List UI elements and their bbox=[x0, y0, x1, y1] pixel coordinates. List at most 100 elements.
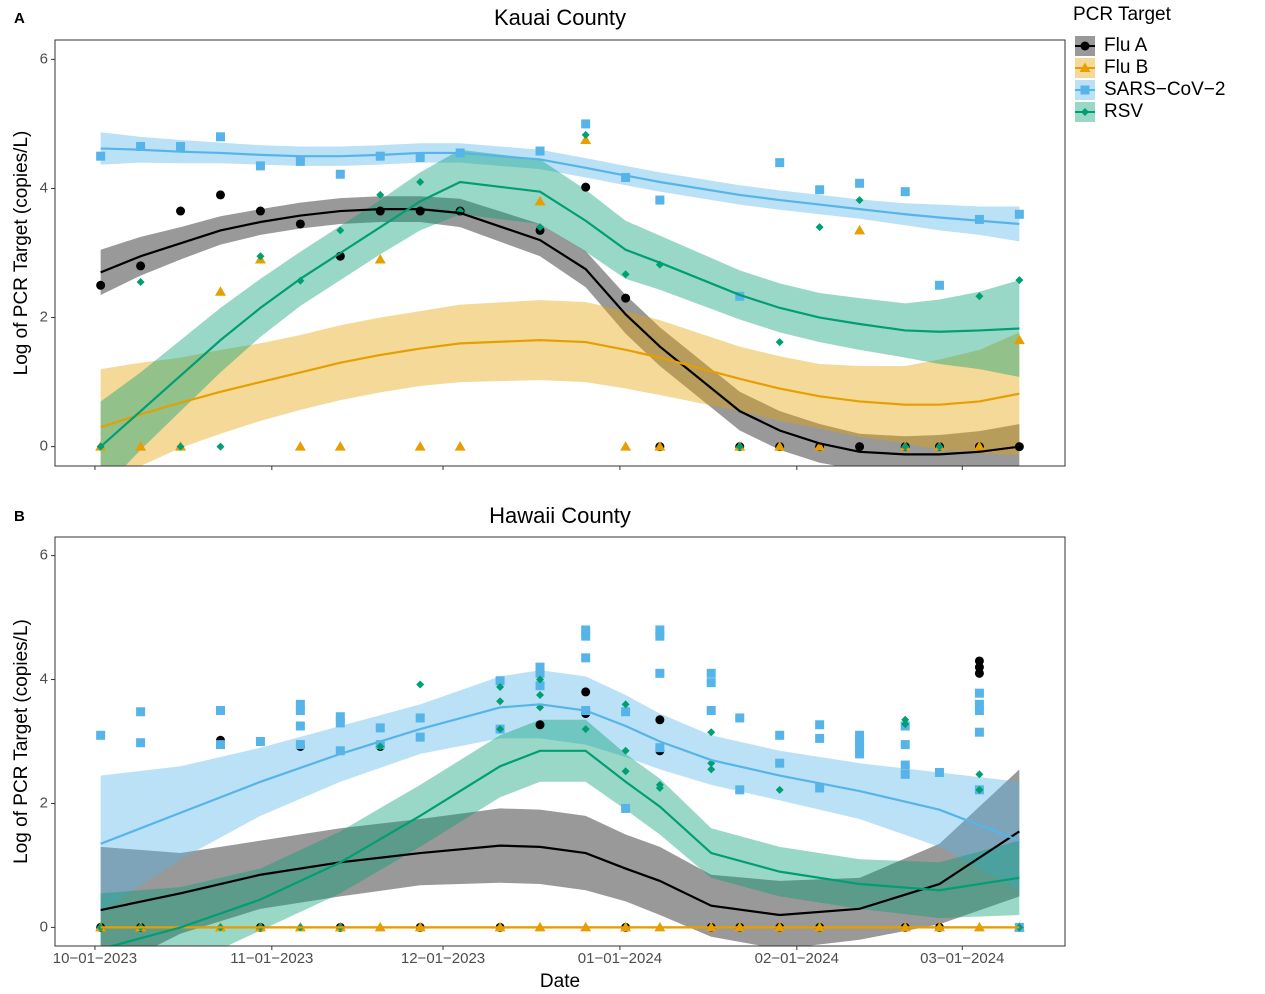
point bbox=[214, 286, 226, 296]
confidence-band bbox=[100, 670, 1020, 912]
point bbox=[416, 680, 425, 689]
point bbox=[854, 224, 866, 235]
point bbox=[581, 631, 591, 641]
point bbox=[974, 699, 984, 709]
point bbox=[295, 219, 305, 229]
legend-key-point bbox=[1080, 41, 1090, 51]
y-tick-label: 0 bbox=[40, 438, 48, 455]
point bbox=[900, 760, 910, 770]
point bbox=[295, 740, 305, 750]
point bbox=[335, 712, 345, 722]
point bbox=[136, 278, 145, 287]
point bbox=[136, 261, 146, 271]
point bbox=[621, 172, 631, 182]
point bbox=[855, 743, 865, 753]
point bbox=[706, 668, 716, 678]
point bbox=[255, 206, 265, 216]
point bbox=[775, 730, 785, 740]
point bbox=[774, 441, 786, 451]
point bbox=[415, 152, 425, 162]
point bbox=[581, 130, 590, 139]
point bbox=[255, 161, 265, 171]
point bbox=[535, 681, 545, 691]
point bbox=[96, 730, 106, 740]
y-tick-label: 2 bbox=[40, 309, 48, 326]
y-tick-label: 4 bbox=[40, 179, 48, 196]
x-tick-label: 02−01−2024 bbox=[755, 950, 839, 967]
point bbox=[135, 441, 147, 451]
point bbox=[294, 441, 306, 451]
point bbox=[256, 252, 265, 261]
y-tick-label: 0 bbox=[40, 918, 48, 935]
point bbox=[335, 169, 345, 179]
plot-frame bbox=[54, 39, 1066, 467]
legend-key-point bbox=[1081, 108, 1089, 116]
point bbox=[974, 214, 984, 224]
plot-frame bbox=[54, 536, 1066, 947]
point bbox=[655, 625, 665, 635]
point bbox=[655, 668, 665, 678]
point bbox=[535, 668, 545, 678]
point bbox=[706, 678, 716, 688]
point bbox=[974, 688, 984, 698]
point bbox=[535, 720, 545, 730]
point bbox=[901, 442, 910, 451]
confidence-band bbox=[100, 196, 1020, 466]
point bbox=[415, 732, 425, 742]
point bbox=[620, 441, 632, 451]
point bbox=[581, 625, 591, 635]
point bbox=[901, 715, 910, 724]
point bbox=[855, 749, 865, 759]
point bbox=[334, 441, 346, 451]
fit-line bbox=[100, 703, 1020, 845]
point bbox=[215, 190, 225, 200]
point bbox=[581, 119, 591, 129]
point bbox=[416, 178, 425, 186]
point bbox=[581, 653, 591, 663]
point bbox=[775, 785, 784, 794]
point bbox=[534, 195, 546, 206]
point bbox=[136, 142, 146, 151]
point bbox=[655, 783, 664, 792]
x-tick-label: 01−01−2024 bbox=[578, 950, 662, 967]
point bbox=[974, 662, 984, 672]
point bbox=[176, 206, 186, 216]
point bbox=[974, 656, 984, 666]
point bbox=[900, 769, 910, 779]
point bbox=[215, 740, 225, 750]
point bbox=[621, 707, 631, 717]
point bbox=[706, 706, 716, 716]
point bbox=[176, 142, 186, 151]
plot-area bbox=[95, 119, 1025, 466]
point bbox=[855, 196, 864, 205]
point bbox=[376, 742, 385, 751]
point bbox=[335, 718, 345, 728]
point bbox=[335, 746, 345, 756]
point bbox=[295, 699, 305, 709]
point bbox=[707, 728, 716, 737]
point bbox=[96, 151, 106, 161]
point bbox=[621, 746, 630, 755]
point bbox=[415, 713, 425, 723]
point bbox=[1015, 276, 1024, 285]
confidence-band bbox=[100, 719, 1020, 946]
point bbox=[975, 292, 984, 301]
point bbox=[375, 206, 385, 216]
point bbox=[581, 182, 591, 192]
point bbox=[815, 185, 825, 195]
point bbox=[216, 442, 225, 451]
point bbox=[901, 720, 910, 729]
point bbox=[974, 727, 984, 737]
point bbox=[580, 134, 592, 145]
point bbox=[655, 715, 665, 725]
point bbox=[496, 697, 505, 706]
confidence-band bbox=[100, 769, 1020, 946]
point bbox=[536, 223, 545, 232]
point bbox=[974, 668, 984, 678]
point bbox=[414, 441, 426, 451]
point bbox=[973, 441, 985, 451]
point bbox=[536, 675, 545, 684]
legend-label: Flu A bbox=[1104, 35, 1148, 56]
point bbox=[415, 206, 425, 216]
point bbox=[496, 725, 505, 734]
